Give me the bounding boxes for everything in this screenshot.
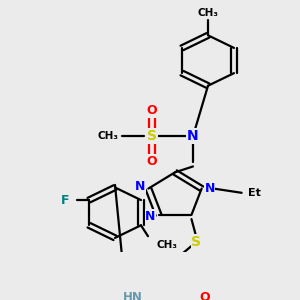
Text: CH₃: CH₃ xyxy=(98,131,118,141)
Text: S: S xyxy=(147,129,157,143)
Text: O: O xyxy=(199,291,210,300)
Text: O: O xyxy=(147,104,157,118)
Text: HN: HN xyxy=(122,291,142,300)
Text: N: N xyxy=(135,180,146,194)
Text: N: N xyxy=(187,129,199,143)
Text: N: N xyxy=(204,182,215,195)
Text: CH₃: CH₃ xyxy=(157,240,178,250)
Text: O: O xyxy=(147,155,157,168)
Text: F: F xyxy=(61,194,69,207)
Text: N: N xyxy=(146,210,156,223)
Text: Et: Et xyxy=(248,188,261,198)
Text: S: S xyxy=(191,235,202,249)
Text: CH₃: CH₃ xyxy=(197,8,218,19)
